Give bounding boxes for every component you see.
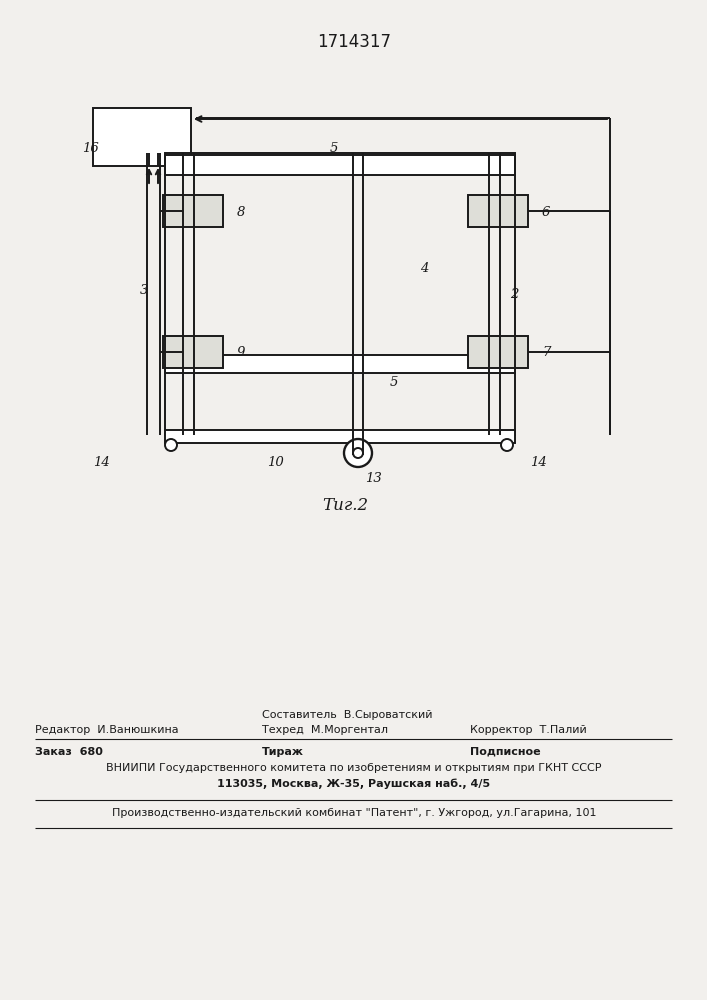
Text: 8: 8	[237, 206, 245, 219]
Text: 2: 2	[510, 288, 518, 302]
Text: Составитель  В.Сыроватский: Составитель В.Сыроватский	[262, 710, 433, 720]
Bar	[163, 195, 223, 227]
Circle shape	[353, 448, 363, 458]
Text: Заказ  680: Заказ 680	[35, 747, 103, 757]
Text: 1714317: 1714317	[317, 33, 391, 51]
Bar	[165, 355, 515, 373]
Bar	[468, 195, 528, 227]
Text: 14: 14	[93, 456, 110, 468]
Text: 13: 13	[365, 472, 382, 485]
Text: Подписное: Подписное	[470, 747, 541, 757]
Circle shape	[501, 439, 513, 451]
Text: ВНИИПИ Государственного комитета по изобретениям и открытиям при ГКНТ СССР: ВНИИПИ Государственного комитета по изоб…	[106, 763, 602, 773]
Bar	[165, 155, 515, 175]
Text: Корректор  Т.Палий: Корректор Т.Палий	[470, 725, 587, 735]
Bar	[93, 108, 191, 166]
Circle shape	[344, 439, 372, 467]
Text: 7: 7	[542, 347, 550, 360]
Text: 5: 5	[330, 142, 339, 155]
Text: Техред  М.Моргентал: Техред М.Моргентал	[262, 725, 388, 735]
Text: Производственно-издательский комбинат "Патент", г. Ужгород, ул.Гагарина, 101: Производственно-издательский комбинат "П…	[112, 808, 596, 818]
Text: 4: 4	[420, 261, 428, 274]
Text: 10: 10	[267, 456, 284, 468]
Text: 3: 3	[140, 284, 148, 296]
Text: Редактор  И.Ванюшкина: Редактор И.Ванюшкина	[35, 725, 179, 735]
Bar	[163, 336, 223, 368]
Circle shape	[165, 439, 177, 451]
Text: 16: 16	[82, 141, 99, 154]
Text: 14: 14	[530, 456, 547, 468]
Text: 6: 6	[542, 206, 550, 219]
Bar	[165, 153, 515, 435]
Bar	[468, 336, 528, 368]
Text: Тираж: Тираж	[262, 747, 304, 757]
Text: Τиг.2: Τиг.2	[322, 496, 368, 514]
Text: 9: 9	[237, 347, 245, 360]
Text: 5: 5	[390, 375, 398, 388]
Text: 113035, Москва, Ж-35, Раушская наб., 4/5: 113035, Москва, Ж-35, Раушская наб., 4/5	[218, 779, 491, 789]
Bar	[165, 430, 515, 443]
